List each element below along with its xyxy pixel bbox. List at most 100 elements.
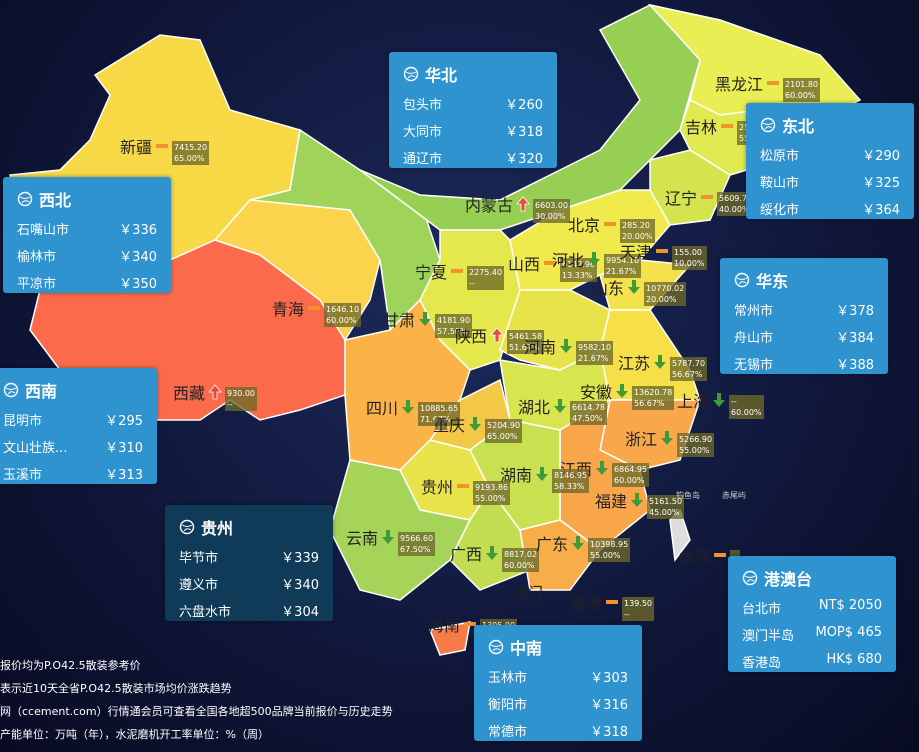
city-price: ￥318: [505, 125, 543, 140]
province-values: 5161.50 45.00%: [647, 495, 685, 519]
province-label: 湖北 6614.78 47.50%: [518, 387, 608, 425]
province-values: 6614.78 47.50%: [570, 401, 608, 425]
region-header: 华东: [720, 258, 888, 296]
province-label: 湖南 8146.95 58.33%: [500, 455, 590, 493]
province-values: 155.00 10.00%: [672, 246, 707, 270]
trend-icon: [596, 461, 609, 475]
trend-icon: [767, 81, 780, 85]
province-name: 天津: [620, 243, 653, 262]
province-name: 吉林: [685, 118, 718, 137]
region-box: 华北 包头市 ￥260 大同市 ￥318 通辽市 ￥320: [389, 52, 557, 168]
output: 5787.70: [672, 359, 706, 368]
globe-icon: [734, 272, 750, 288]
region-name: 华北: [425, 66, 458, 85]
output: 6614.78: [572, 403, 606, 412]
province-label: 青海 1646.10 60.00%: [272, 289, 362, 327]
rate: 60.00%: [504, 561, 535, 570]
province-values: -- 60.00%: [729, 395, 764, 419]
city-name: 松原市: [760, 149, 800, 164]
province-name: 北京: [568, 216, 601, 235]
city-row: 大同市 ￥318: [389, 117, 557, 144]
province-name: 陕西: [455, 327, 488, 346]
rate: 20.00%: [646, 295, 677, 304]
trend-icon: [616, 384, 629, 398]
city-row: 舟山市 ￥384: [720, 323, 888, 350]
province-values: 10885.65 71.67%: [418, 402, 461, 426]
output: 6864.95: [614, 465, 648, 474]
output: 10398.95: [590, 540, 629, 549]
rate: 55.00%: [475, 494, 506, 503]
city-price: ￥364: [862, 203, 900, 218]
rate: 60.00%: [785, 91, 816, 100]
rate: 10.00%: [674, 259, 705, 268]
province-name: 云南: [346, 529, 379, 548]
province-values: 2275.40 --: [467, 266, 505, 290]
region-box: 贵州 毕节市 ￥339 遵义市 ￥340 六盘水市 ￥304: [165, 505, 333, 621]
province-name: 广东: [536, 535, 569, 554]
province-name: 宁夏: [415, 263, 448, 282]
city-name: 台北市: [742, 602, 782, 617]
output: 1646.10: [326, 305, 360, 314]
city-name: 遵义市: [179, 578, 219, 593]
city-price: ￥339: [281, 551, 319, 566]
province-name: 湖南: [500, 466, 533, 485]
output: 9566.60: [400, 534, 434, 543]
output: 8817.02: [504, 550, 538, 559]
city-price: HK$ 680: [826, 652, 882, 667]
province-label: 天津 155.00 10.00%: [620, 232, 707, 270]
city-row: 包头市 ￥260: [389, 90, 557, 117]
city-price: ￥316: [590, 698, 628, 713]
region-header: 中南: [474, 625, 642, 663]
province-name: 内蒙古: [465, 196, 514, 215]
globe-icon: [3, 382, 19, 398]
trend-icon: [572, 536, 585, 550]
city-name: 榆林市: [17, 250, 57, 265]
province-name: 河南: [524, 338, 557, 357]
rate: 55.00%: [679, 446, 710, 455]
output: 9954.10: [606, 256, 640, 265]
trend-icon: [469, 417, 482, 431]
province-values: 5266.90 55.00%: [677, 433, 715, 457]
place-label: 钓鱼岛: [676, 491, 700, 500]
output: 4181.90: [437, 316, 471, 325]
province-name: 福建: [595, 492, 628, 511]
rate: 71.67%: [420, 415, 451, 424]
region-shape: [428, 621, 471, 656]
city-price: NT$ 2050: [818, 598, 882, 613]
city-row: 平凉市 ￥350: [3, 269, 171, 296]
rate: 13.33%: [562, 271, 593, 280]
region-box: 港澳台 台北市 NT$ 2050 澳门半岛 MOP$ 465 香港岛 HK$ 680: [728, 556, 896, 672]
globe-icon: [179, 519, 195, 535]
city-row: 绥化市 ￥364: [746, 195, 914, 222]
city-name: 文山壮族...: [3, 441, 68, 456]
trend-icon: [721, 124, 734, 128]
output: 6142.96: [562, 260, 596, 269]
city-name: 鞍山市: [760, 176, 800, 191]
province-values: 930.00 --: [225, 387, 258, 411]
trend-icon: [606, 600, 619, 604]
trend-icon: [628, 280, 641, 294]
province-label: 香港 139.50 --: [570, 583, 655, 621]
output: 9582.10: [578, 343, 612, 352]
city-row: 六盘水市 ￥304: [165, 597, 333, 624]
rate: 21.67%: [578, 354, 609, 363]
city-name: 舟山市: [734, 331, 774, 346]
province-values: 8817.02 60.00%: [502, 548, 540, 572]
province-values: 2101.80 60.00%: [783, 78, 821, 102]
trend-icon: [604, 222, 617, 226]
province-values: 9954.10 21.67%: [604, 254, 642, 278]
city-name: 香港岛: [742, 656, 782, 671]
province-name: 甘肃: [383, 311, 416, 330]
city-price: ￥388: [836, 358, 874, 373]
province-label: 河南 9582.10 21.67%: [524, 327, 614, 365]
output: 5461.58: [509, 332, 543, 341]
trend-icon: [451, 269, 464, 273]
place-label: 澳门: [513, 584, 544, 602]
province-values: 9193.86 55.00%: [473, 481, 511, 505]
province-values: 7415.20 65.00%: [172, 141, 210, 165]
city-row: 鞍山市 ￥325: [746, 168, 914, 195]
province-label: 山东 10770.02 20.00%: [592, 268, 687, 306]
city-row: 遵义市 ￥340: [165, 570, 333, 597]
city-name: 绥化市: [760, 203, 800, 218]
